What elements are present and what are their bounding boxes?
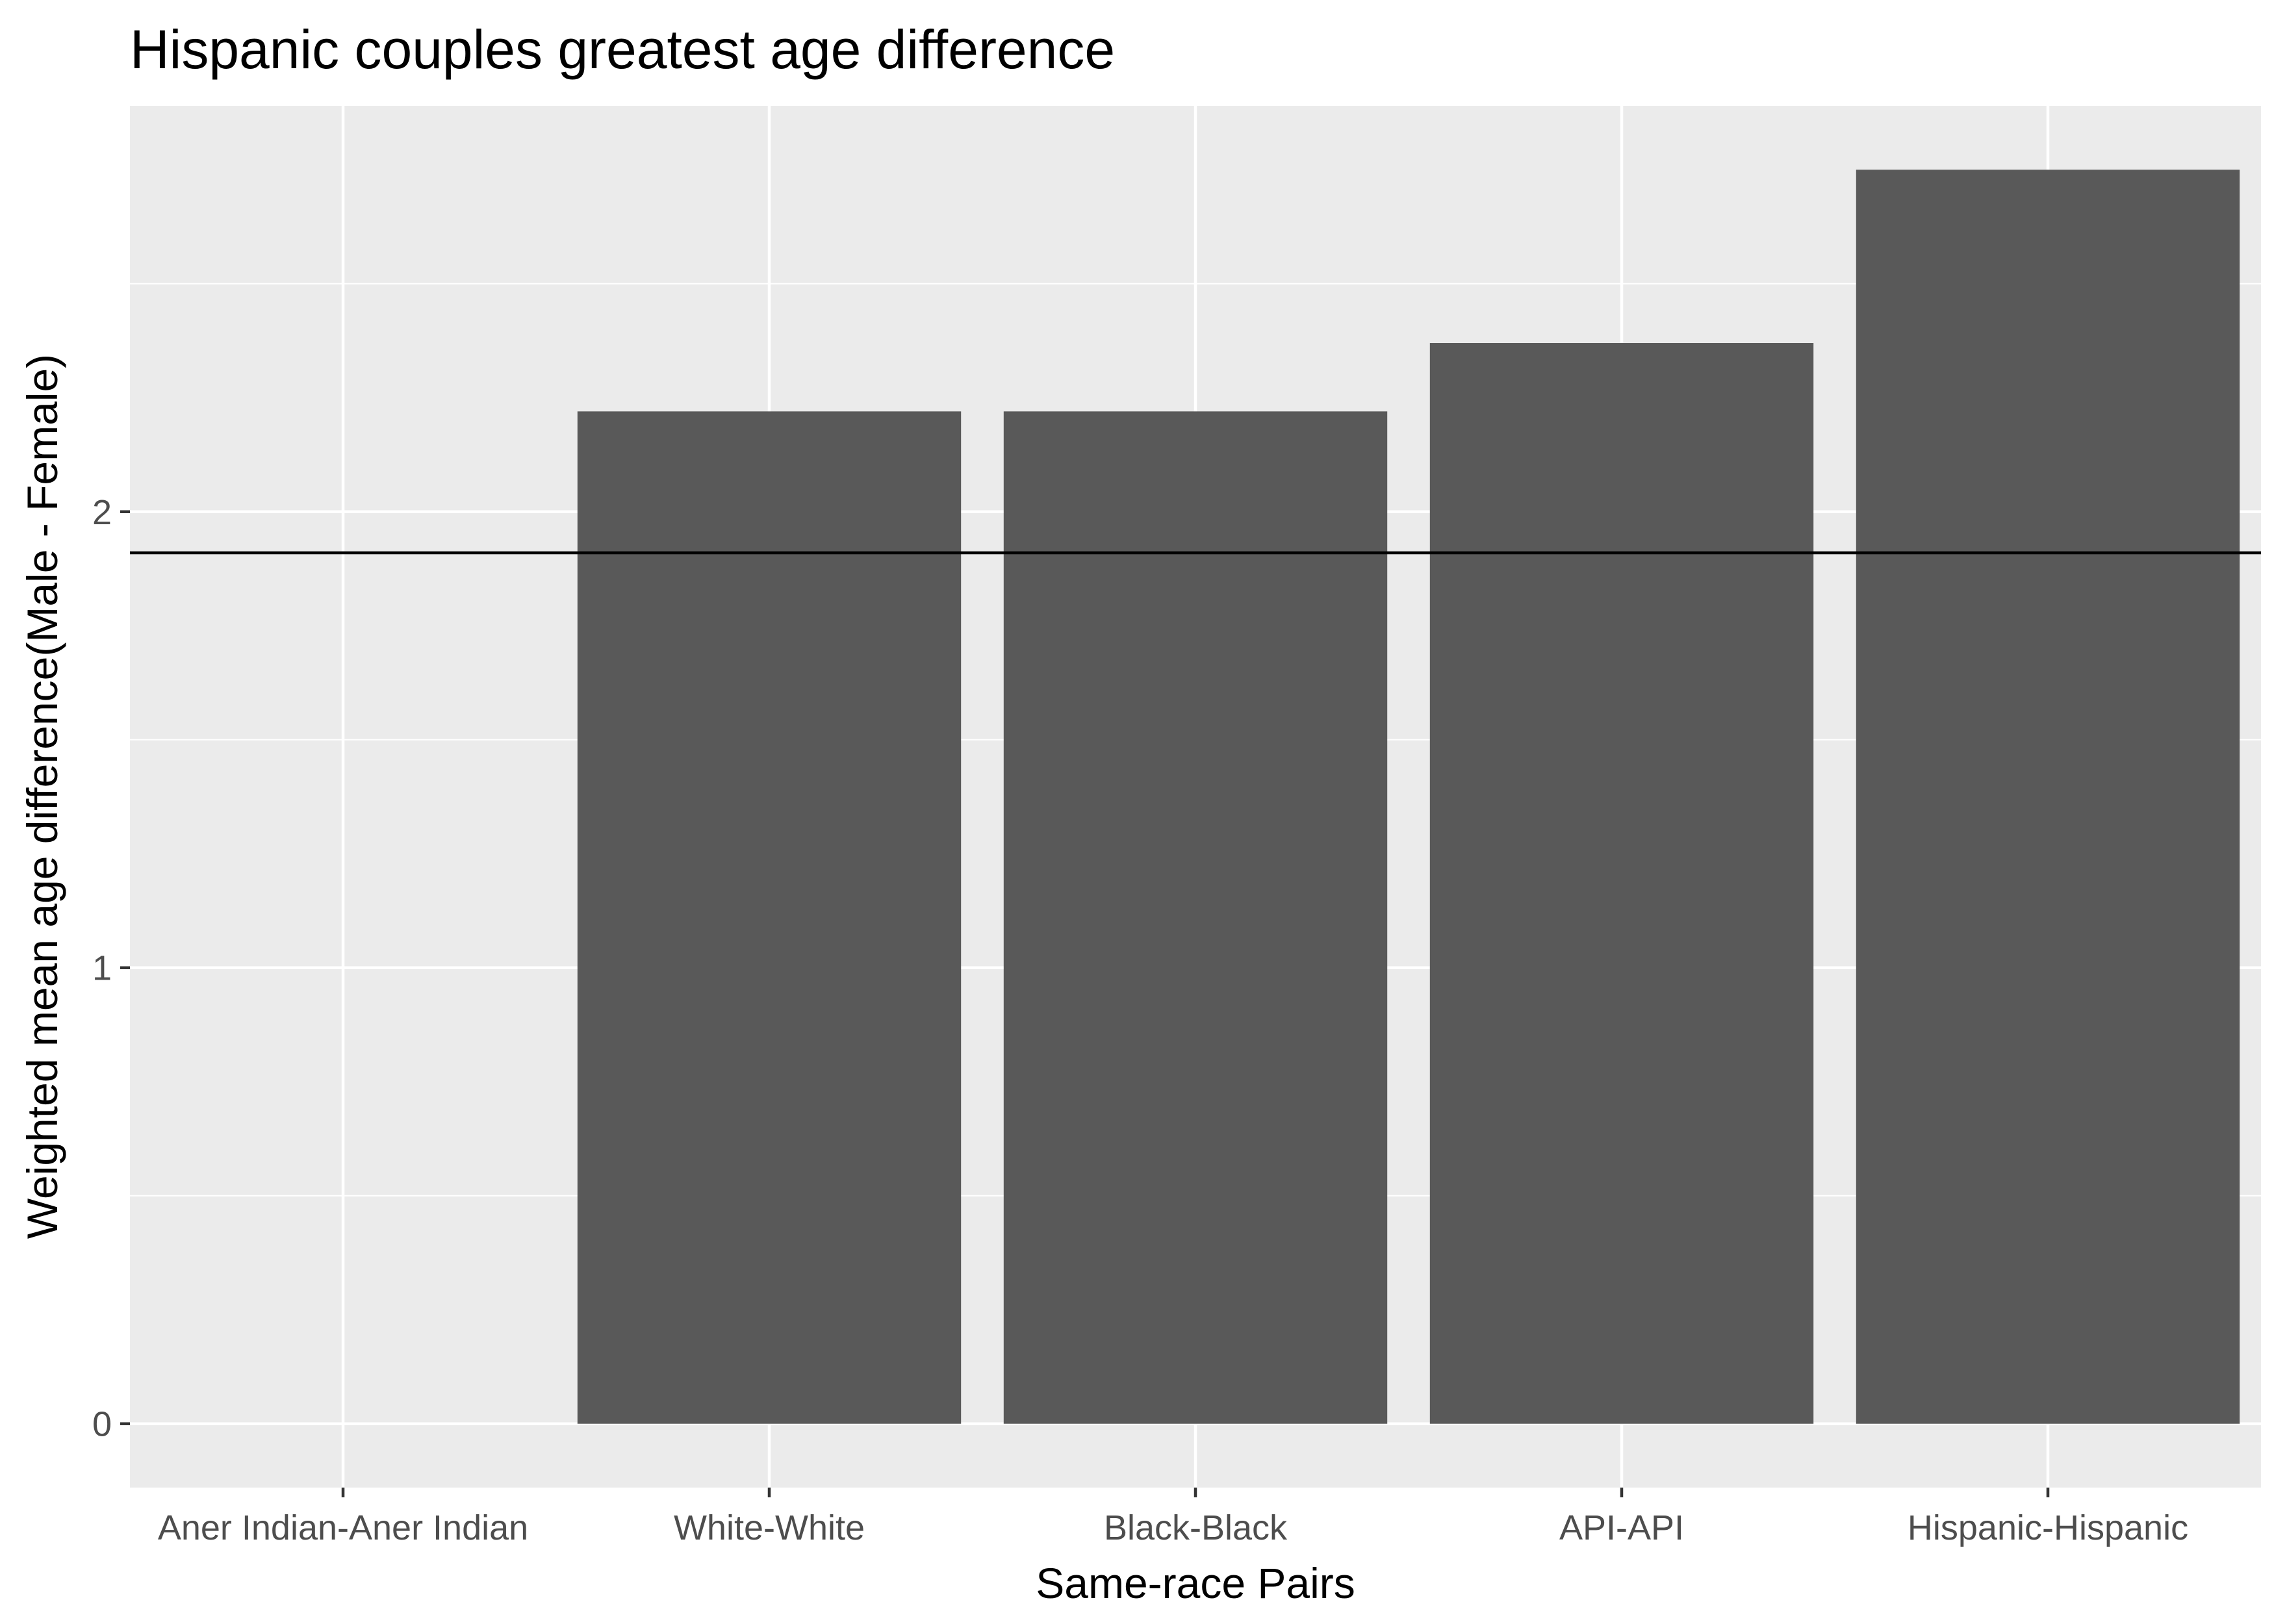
- chart-title: Hispanic couples greatest age difference: [130, 19, 1115, 80]
- y-axis: 0 1 2: [92, 493, 130, 1444]
- y-tick-label: 2: [92, 493, 112, 532]
- bar-black-black: [1003, 411, 1388, 1424]
- bar-api-api: [1429, 343, 1814, 1424]
- x-axis-label: Same-race Pairs: [1036, 1559, 1355, 1607]
- x-tick-label: API-API: [1559, 1508, 1684, 1547]
- y-tick-label: 1: [92, 949, 112, 988]
- bar-white-white: [577, 411, 962, 1424]
- bar-hispanic-hispanic: [1856, 170, 2240, 1424]
- y-axis-label: Weighted mean age difference(Male - Fema…: [18, 354, 66, 1239]
- x-tick-label: Hispanic-Hispanic: [1908, 1508, 2188, 1547]
- x-tick-label: Aner Indian-Aner Indian: [158, 1508, 528, 1547]
- bars: [577, 170, 2240, 1424]
- x-tick-label: White-White: [674, 1508, 865, 1547]
- y-tick-label: 0: [92, 1405, 112, 1444]
- x-axis: Aner Indian-Aner Indian White-White Black-…: [158, 1488, 2188, 1547]
- x-tick-label: Black-Black: [1104, 1508, 1288, 1547]
